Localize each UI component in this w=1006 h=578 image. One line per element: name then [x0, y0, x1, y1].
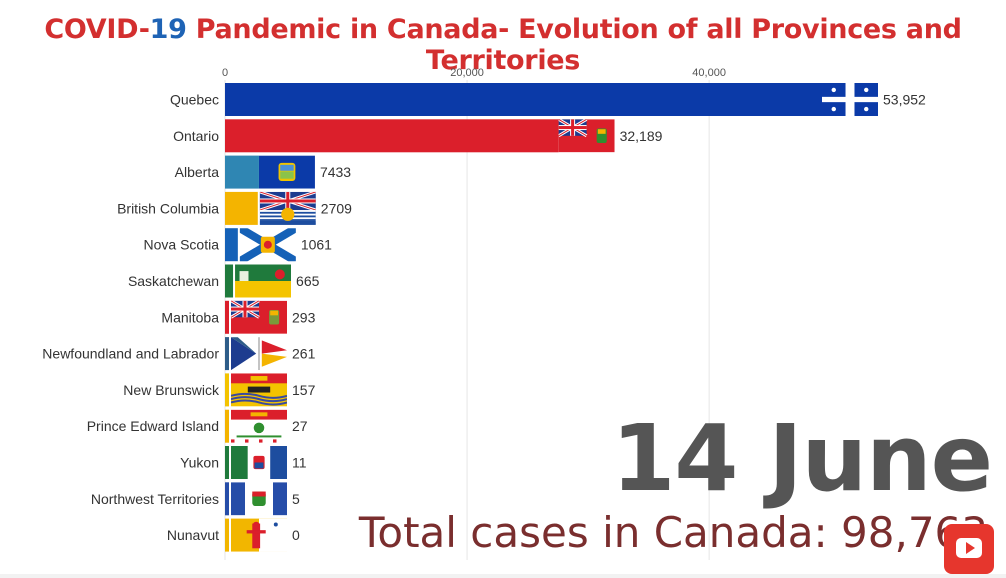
bar-prince-edward-island — [225, 409, 229, 443]
quebec-0-flag-icon — [822, 83, 879, 116]
newfoundland-7-flag-icon — [231, 337, 287, 371]
value-label-newfoundland-and-labrador: 261 — [292, 346, 316, 362]
yukon-10-flag-icon — [231, 446, 287, 479]
category-label-nunavut: Nunavut — [167, 527, 219, 543]
bar-nunavut — [225, 518, 229, 552]
value-label-saskatchewan: 665 — [296, 273, 320, 289]
bar-quebec — [225, 83, 823, 116]
category-label-quebec: Quebec — [170, 92, 219, 108]
bar-alberta — [225, 155, 259, 189]
british-columbia-3-flag-icon — [259, 191, 316, 225]
category-label-alberta: Alberta — [175, 164, 220, 180]
category-label-new-brunswick: New Brunswick — [123, 382, 220, 398]
value-label-ontario: 32,189 — [620, 128, 663, 144]
x-tick-label: 0 — [222, 67, 228, 79]
nova-scotia-4-flag-icon — [239, 228, 296, 262]
value-label-prince-edward-island: 27 — [292, 418, 308, 434]
title-part-1: 19 — [149, 14, 187, 45]
bar-new-brunswick — [225, 373, 229, 407]
bar-ontario — [225, 119, 559, 153]
bar-saskatchewan — [225, 264, 234, 298]
nunavut-12-flag-icon — [231, 518, 287, 552]
value-label-new-brunswick: 157 — [292, 382, 316, 398]
category-label-nova-scotia: Nova Scotia — [144, 237, 220, 253]
x-tick-label: 40,000 — [692, 67, 726, 79]
chart-title: COVID-19 Pandemic in Canada- Evolution o… — [0, 14, 1006, 76]
bar-yukon — [225, 446, 229, 479]
title-part-0: COVID- — [44, 14, 150, 45]
total-cases-label: Total cases in Canada: 98,763 — [358, 508, 988, 557]
category-label-saskatchewan: Saskatchewan — [128, 273, 219, 289]
bar-nova-scotia — [225, 228, 238, 262]
alberta-2-flag-icon — [258, 155, 315, 189]
value-label-alberta: 7433 — [320, 164, 351, 180]
pei-9-flag-icon — [231, 409, 287, 443]
bar-newfoundland-and-labrador — [225, 337, 229, 371]
value-label-yukon: 11 — [292, 455, 307, 471]
value-label-manitoba: 293 — [292, 309, 316, 325]
northwest-territories-11-flag-icon — [231, 482, 287, 516]
play-triangle-icon — [966, 542, 975, 554]
youtube-button[interactable] — [944, 524, 994, 574]
category-label-prince-edward-island: Prince Edward Island — [87, 418, 219, 434]
bar-northwest-territories — [225, 482, 229, 516]
value-label-nova-scotia: 1061 — [301, 237, 332, 253]
new-brunswick-8-flag-icon — [231, 373, 287, 407]
ontario-1-flag-icon — [558, 119, 615, 153]
value-label-quebec: 53,952 — [883, 92, 926, 108]
x-tick-label: 20,000 — [450, 67, 484, 79]
saskatchewan-5-flag-icon — [235, 264, 292, 298]
bar-manitoba — [225, 300, 229, 334]
title-part-2: Pandemic in Canada- Evolution of all Pro… — [186, 14, 962, 76]
category-label-manitoba: Manitoba — [161, 309, 219, 325]
category-label-newfoundland-and-labrador: Newfoundland and Labrador — [42, 346, 219, 362]
category-label-british-columbia: British Columbia — [117, 200, 219, 216]
bar-british-columbia — [225, 191, 258, 225]
manitoba-6-flag-icon — [231, 300, 287, 334]
category-label-ontario: Ontario — [173, 128, 219, 144]
value-label-british-columbia: 2709 — [321, 200, 352, 216]
value-label-nunavut: 0 — [292, 527, 300, 543]
value-label-northwest-territories: 5 — [292, 491, 300, 507]
bottom-progress-line — [0, 574, 1006, 578]
category-label-yukon: Yukon — [180, 455, 219, 471]
date-label: 14 June — [611, 405, 993, 512]
category-label-northwest-territories: Northwest Territories — [91, 491, 219, 507]
